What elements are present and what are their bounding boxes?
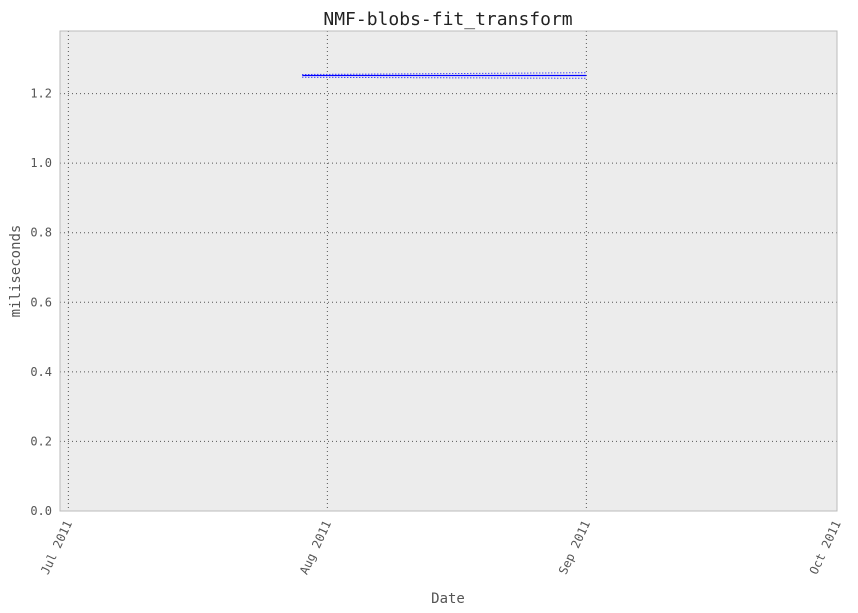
x-tick-label: Sep 2011	[556, 518, 593, 576]
series-group	[302, 72, 587, 79]
y-tick-label: 0.6	[30, 295, 52, 309]
plot-frame	[59, 30, 838, 512]
y-axis-label: miliseconds	[8, 225, 24, 318]
y-tick-label: 0.4	[30, 365, 52, 379]
y-tick-label: 0.2	[30, 434, 52, 448]
chart-title: NMF-blobs-fit_transform	[323, 9, 572, 30]
x-tick-labels: Jul 2011 Aug 2011 Sep 2011 Oct 2011	[38, 518, 844, 576]
y-tick-label: 0.8	[30, 226, 52, 240]
plot-area	[60, 31, 837, 511]
y-tick-label: 1.2	[30, 87, 52, 101]
y-tick-label: 1.0	[30, 156, 52, 170]
y-tick-label: 0.0	[30, 504, 52, 518]
y-tick-labels: 0.0 0.2 0.4 0.6 0.8 1.0 1.2	[30, 87, 52, 518]
x-tick-label: Jul 2011	[38, 518, 75, 576]
x-tick-label: Oct 2011	[807, 518, 844, 576]
x-axis-label: Date	[431, 591, 465, 607]
x-tick-label: Aug 2011	[297, 518, 334, 576]
